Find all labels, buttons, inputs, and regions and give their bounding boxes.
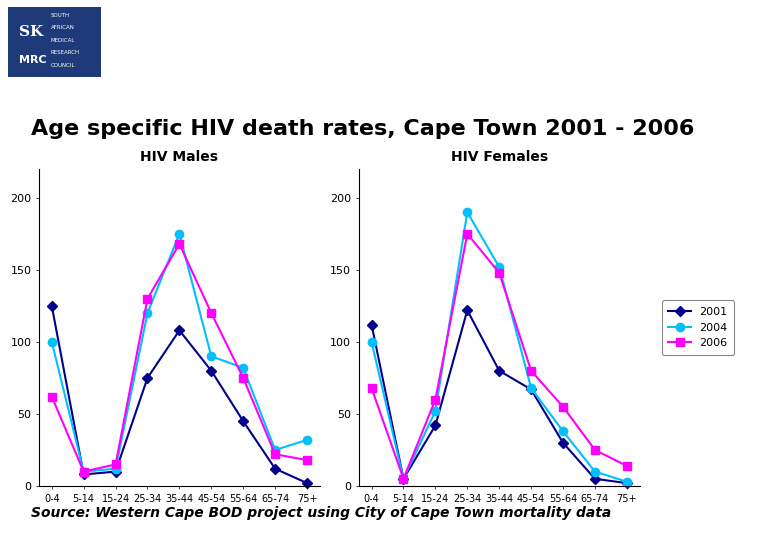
Text: MEDICAL: MEDICAL — [51, 38, 75, 43]
Text: SK: SK — [20, 25, 44, 39]
Title: HIV Males: HIV Males — [140, 150, 218, 164]
Text: SOUTH: SOUTH — [51, 12, 70, 18]
Text: AFRICAN: AFRICAN — [51, 25, 75, 30]
Text: MRC: MRC — [20, 55, 47, 65]
Text: Age specific HIV death rates, Cape Town 2001 - 2006: Age specific HIV death rates, Cape Town … — [31, 119, 694, 139]
Text: Building a healthy nation through research: Building a healthy nation through resear… — [285, 67, 495, 77]
Text: Source: Western Cape BOD project using City of Cape Town mortality data: Source: Western Cape BOD project using C… — [31, 506, 612, 520]
Legend: 2001, 2004, 2006: 2001, 2004, 2006 — [661, 300, 735, 355]
Title: HIV Females: HIV Females — [451, 150, 548, 164]
FancyBboxPatch shape — [8, 6, 101, 77]
Text: RESEARCH: RESEARCH — [51, 50, 80, 55]
Text: COUNCIL: COUNCIL — [51, 63, 75, 68]
